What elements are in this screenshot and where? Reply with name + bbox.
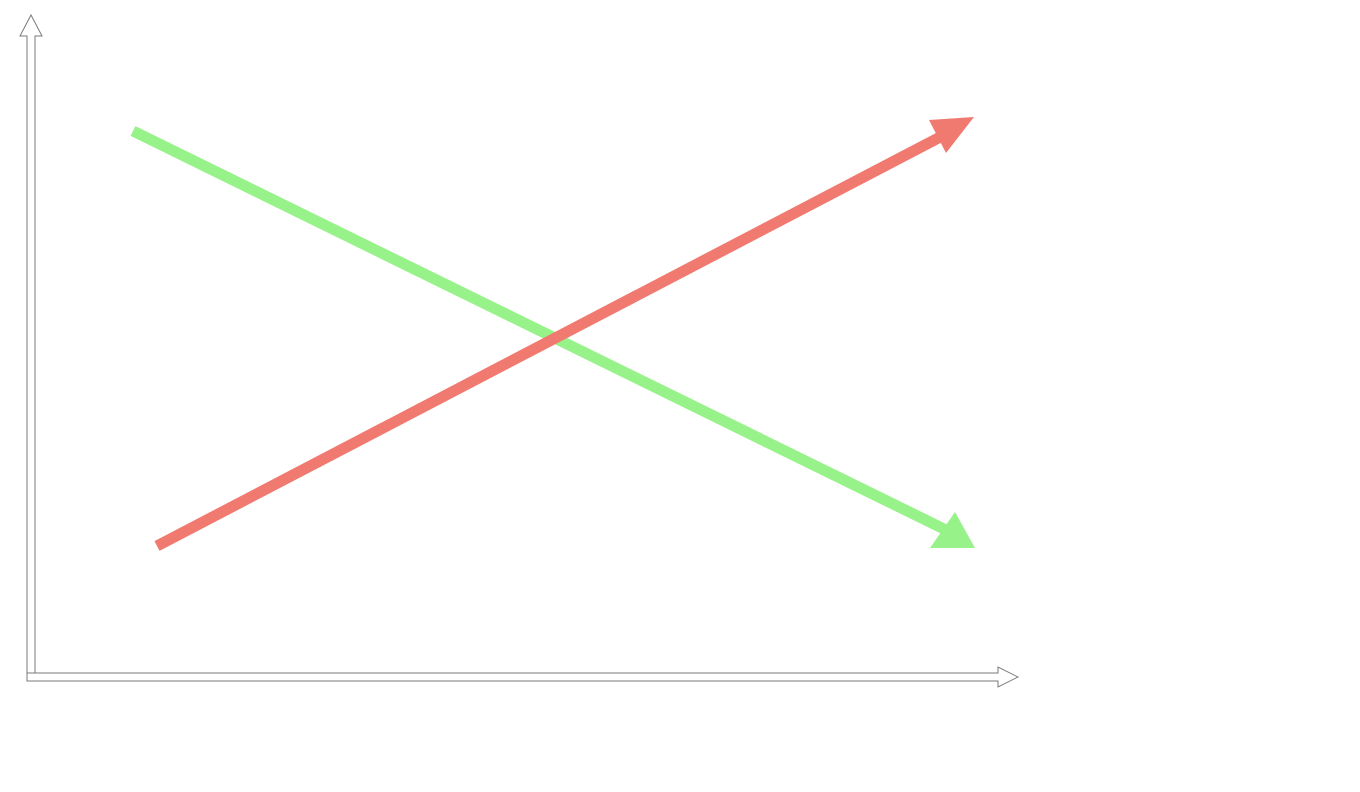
y-axis-arrow bbox=[19, 13, 43, 681]
red-arrow-shaft bbox=[154, 129, 949, 551]
green-arrow-shaft bbox=[130, 126, 949, 535]
y-axis-shaft bbox=[19, 13, 43, 681]
red-up-arrow bbox=[154, 117, 974, 551]
green-arrow-head bbox=[930, 512, 975, 548]
x-axis-shaft bbox=[26, 666, 1020, 688]
x-axis-arrow bbox=[26, 666, 1020, 688]
red-arrow-head bbox=[929, 117, 974, 153]
green-down-arrow bbox=[130, 126, 975, 548]
